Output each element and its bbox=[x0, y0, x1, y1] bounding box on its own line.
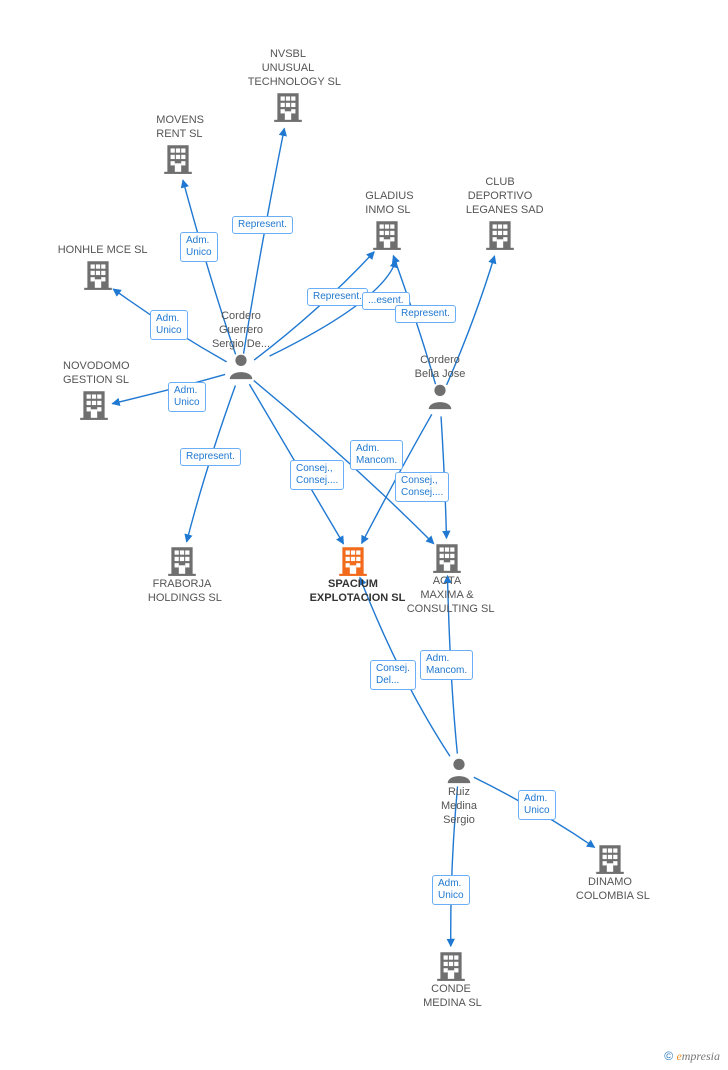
node-label: GLADIUS INMO SL bbox=[365, 189, 408, 217]
company-node-fraborja[interactable]: FRABORJA HOLDINGS SL bbox=[148, 543, 216, 605]
node-label: NVSBL UNUSUAL TECHNOLOGY SL bbox=[248, 47, 329, 89]
node-label: NOVODOMO GESTION SL bbox=[63, 359, 125, 387]
company-node-movens[interactable]: MOVENS RENT SL bbox=[156, 113, 199, 175]
company-node-club[interactable]: CLUB DEPORTIVO LEGANES SAD bbox=[466, 175, 534, 251]
person-node-cordero_s[interactable]: Cordero Guerrero Sergio De... bbox=[204, 309, 278, 381]
edge-label: Adm. Unico bbox=[518, 790, 556, 820]
company-node-honhle[interactable]: HONHLE MCE SL bbox=[58, 243, 139, 291]
node-label: Cordero Bella Jose bbox=[409, 353, 471, 381]
node-label: MOVENS RENT SL bbox=[156, 113, 199, 141]
edge-label: Adm. Mancom. bbox=[420, 650, 473, 680]
edge-label: Represent. bbox=[307, 288, 368, 306]
node-label: CLUB DEPORTIVO LEGANES SAD bbox=[466, 175, 534, 217]
node-label: DINAMO COLOMBIA SL bbox=[576, 875, 644, 903]
node-label: SPACIUM EXPLOTACION SL bbox=[310, 577, 397, 605]
node-label: Ruiz Medina Sergio bbox=[440, 785, 477, 827]
copyright: © empresia bbox=[664, 1049, 720, 1064]
copyright-symbol: © bbox=[664, 1049, 673, 1063]
edge-label: Adm. Unico bbox=[432, 875, 470, 905]
edge-label: Adm. Unico bbox=[150, 310, 188, 340]
node-label: CONDE MEDINA SL bbox=[423, 982, 479, 1010]
network-diagram: NVSBL UNUSUAL TECHNOLOGY SL MOVENS RENT … bbox=[0, 0, 728, 1070]
edge-label: Consej. Del... bbox=[370, 660, 416, 690]
edge-label: Adm. Unico bbox=[168, 382, 206, 412]
copyright-brand-rest: mpresia bbox=[682, 1049, 720, 1063]
node-label: ACTA MAXIMA & CONSULTING SL bbox=[407, 574, 488, 616]
edge-label: Represent. bbox=[395, 305, 456, 323]
person-node-cordero_b[interactable]: Cordero Bella Jose bbox=[409, 353, 471, 411]
edges-layer bbox=[0, 0, 728, 1070]
edge-label: Adm. Mancom. bbox=[350, 440, 403, 470]
company-node-dinamo[interactable]: DINAMO COLOMBIA SL bbox=[576, 841, 644, 903]
company-node-novodomo[interactable]: NOVODOMO GESTION SL bbox=[63, 359, 125, 421]
edge-label: Consej., Consej.... bbox=[290, 460, 344, 490]
edge-label: Represent. bbox=[232, 216, 293, 234]
company-node-nvsbl[interactable]: NVSBL UNUSUAL TECHNOLOGY SL bbox=[248, 47, 329, 123]
company-node-acta[interactable]: ACTA MAXIMA & CONSULTING SL bbox=[407, 540, 488, 616]
node-label: Cordero Guerrero Sergio De... bbox=[204, 309, 278, 351]
edge-label: Represent. bbox=[180, 448, 241, 466]
edge-label: Consej., Consej.... bbox=[395, 472, 449, 502]
company-node-gladius[interactable]: GLADIUS INMO SL bbox=[365, 189, 408, 251]
node-label: HONHLE MCE SL bbox=[58, 243, 139, 257]
company-node-spacium[interactable]: SPACIUM EXPLOTACION SL bbox=[310, 543, 397, 605]
edge-label: Adm. Unico bbox=[180, 232, 218, 262]
node-label: FRABORJA HOLDINGS SL bbox=[148, 577, 216, 605]
company-node-conde[interactable]: CONDE MEDINA SL bbox=[423, 948, 479, 1010]
person-node-ruiz[interactable]: Ruiz Medina Sergio bbox=[440, 755, 477, 827]
